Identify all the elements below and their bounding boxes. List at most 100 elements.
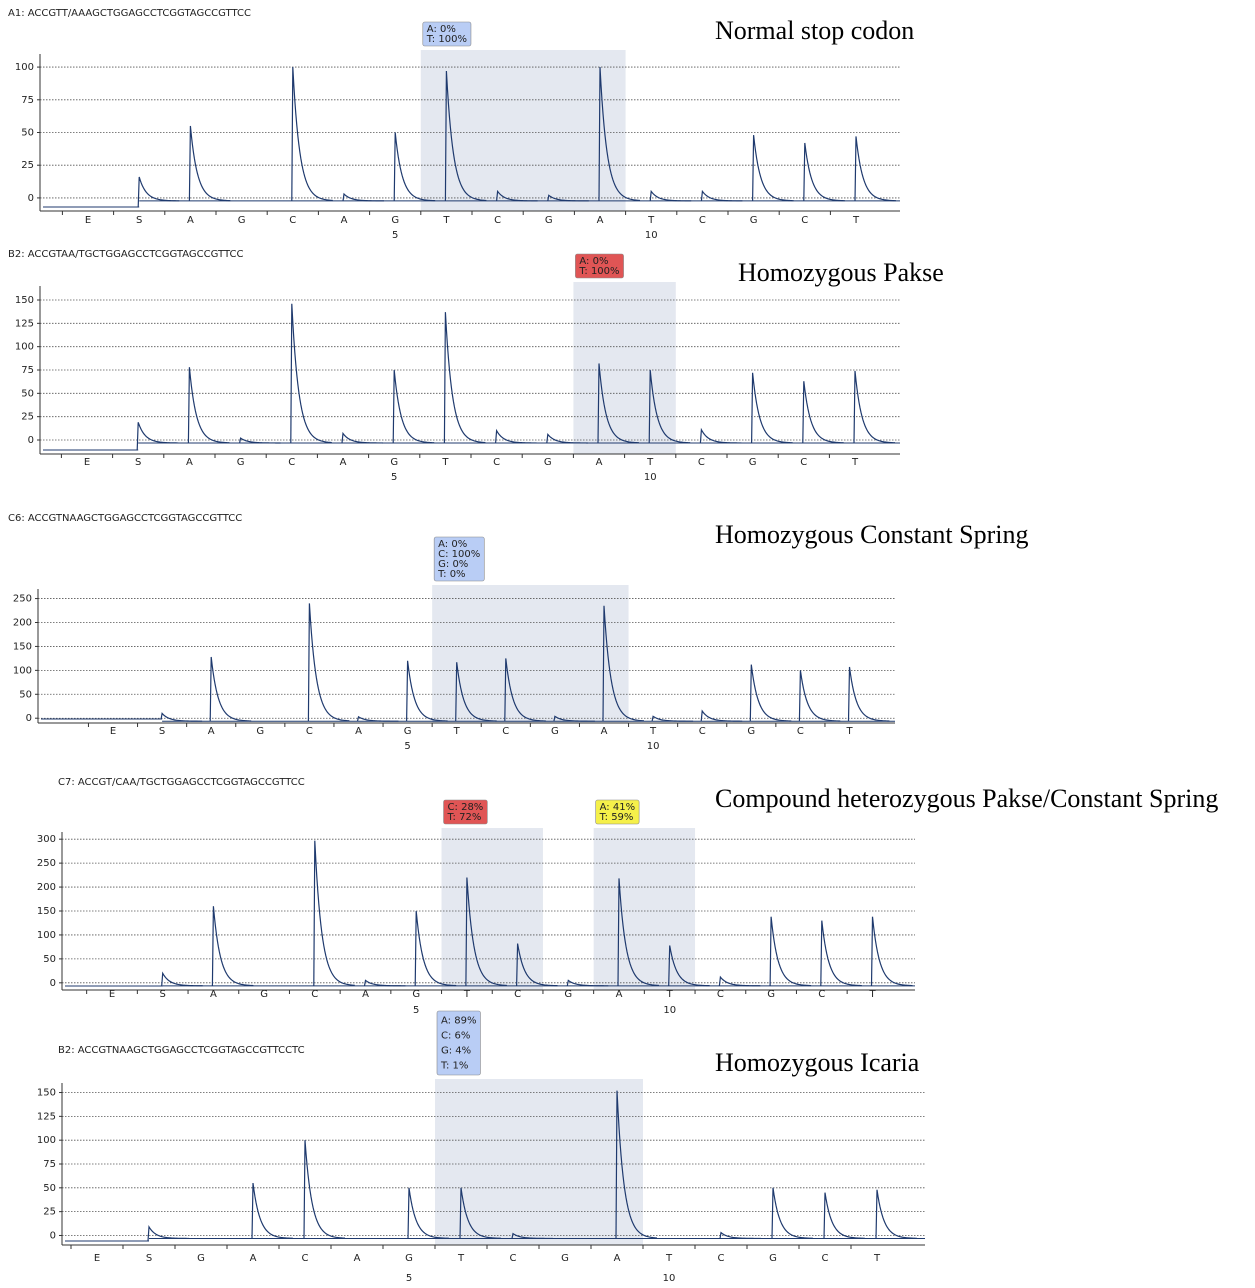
highlight-label: T: 0% [437, 569, 465, 580]
highlight-label: A: 41% [600, 802, 635, 813]
peak [648, 369, 691, 444]
x-tick-label: G [750, 215, 758, 226]
y-tick-label: 75 [43, 1159, 56, 1170]
x-tick-label: G [405, 1253, 413, 1264]
highlight-label-box [433, 536, 485, 582]
x-tick-label: E [109, 989, 115, 1000]
peak [136, 422, 179, 451]
y-tick-label: 0 [28, 435, 34, 446]
x-tick-label: A [597, 215, 604, 226]
x-tick-label: A [186, 457, 193, 468]
highlight-region [435, 1079, 643, 1245]
peak [393, 132, 436, 202]
x-tick-label: G [769, 1253, 777, 1264]
x-tick-label: G [749, 457, 757, 468]
x-tick-label: G [767, 989, 775, 1000]
peak [615, 1090, 658, 1239]
x-tick-label: A [354, 1253, 361, 1264]
peak [598, 67, 641, 202]
peak [465, 877, 507, 987]
x-tick-label: G [545, 215, 553, 226]
peak [147, 1225, 189, 1242]
x-tick-label: C [494, 215, 501, 226]
y-tick-label: 100 [37, 1135, 56, 1146]
x-tick-label: G [197, 1253, 205, 1264]
y-tick-label: 300 [37, 834, 56, 845]
x-tick-label: C [311, 989, 318, 1000]
peak [718, 975, 761, 987]
x-tick-label: T [868, 989, 876, 1000]
y-tick-label: 100 [15, 342, 34, 353]
x-tick-label: T [463, 989, 471, 1000]
peak [291, 67, 333, 202]
annotation: Homozygous Constant Spring [715, 520, 1029, 549]
peak [803, 142, 845, 202]
position-label: 5 [391, 472, 397, 483]
position-label: 10 [647, 741, 660, 752]
y-tick-label: 75 [21, 95, 34, 106]
x-tick-label: G [544, 457, 552, 468]
peak [187, 367, 230, 444]
peak [407, 1187, 450, 1239]
peak [251, 1182, 294, 1239]
highlight-label: C: 28% [448, 802, 484, 813]
peak [700, 709, 743, 722]
y-tick-label: 0 [26, 713, 32, 724]
y-tick-label: 0 [28, 193, 34, 204]
peak [617, 878, 660, 987]
x-tick-label: G [404, 726, 412, 737]
peak [455, 662, 497, 722]
highlight-region [432, 585, 629, 723]
peak [668, 945, 710, 987]
peak [875, 1189, 918, 1239]
x-tick-label: S [159, 726, 165, 737]
x-tick-label: G [564, 989, 572, 1000]
x-tick-label: E [84, 457, 90, 468]
x-tick-label: T [647, 215, 655, 226]
x-tick-label: G [390, 457, 398, 468]
x-tick-label: G [260, 989, 268, 1000]
x-tick-label: A [596, 457, 603, 468]
x-tick-label: A [210, 989, 217, 1000]
peak [511, 1232, 553, 1240]
x-tick-label: A [340, 457, 347, 468]
highlight-label: C: 6% [441, 1031, 470, 1042]
x-tick-label: C [718, 1253, 725, 1264]
position-label: 5 [404, 741, 410, 752]
y-tick-label: 50 [43, 1183, 56, 1194]
x-tick-label: T [453, 726, 461, 737]
peak [303, 1140, 346, 1239]
y-tick-label: 0 [50, 1230, 56, 1241]
y-tick-label: 250 [13, 594, 32, 605]
highlight-region [420, 50, 626, 211]
x-tick-label: S [136, 215, 142, 226]
peak [547, 194, 589, 202]
x-tick-label: T [665, 1253, 673, 1264]
x-tick-label: G [237, 457, 245, 468]
peak [392, 369, 435, 444]
highlight-label: A: 89% [441, 1016, 476, 1027]
peak [798, 670, 841, 722]
x-tick-label: G [391, 215, 399, 226]
x-tick-label: A [355, 726, 362, 737]
y-tick-label: 150 [13, 641, 32, 652]
y-tick-label: 200 [37, 882, 56, 893]
x-tick-label: C [699, 215, 706, 226]
annotation: Homozygous Icaria [715, 1048, 920, 1077]
highlight-label-box [575, 253, 624, 279]
peak [651, 715, 694, 722]
peak [847, 666, 890, 722]
x-tick-label: G [747, 726, 755, 737]
x-tick-label: A [614, 1253, 621, 1264]
peak [313, 840, 355, 986]
x-tick-label: A [187, 215, 194, 226]
x-tick-label: A [341, 215, 348, 226]
annotation: Normal stop codon [715, 16, 915, 45]
highlight-label: A: 0% [438, 539, 467, 550]
highlight-label-box [595, 799, 640, 825]
y-tick-label: 150 [37, 1088, 56, 1099]
x-tick-label: A [208, 726, 215, 737]
peak [602, 605, 645, 722]
y-tick-label: 125 [15, 318, 34, 329]
